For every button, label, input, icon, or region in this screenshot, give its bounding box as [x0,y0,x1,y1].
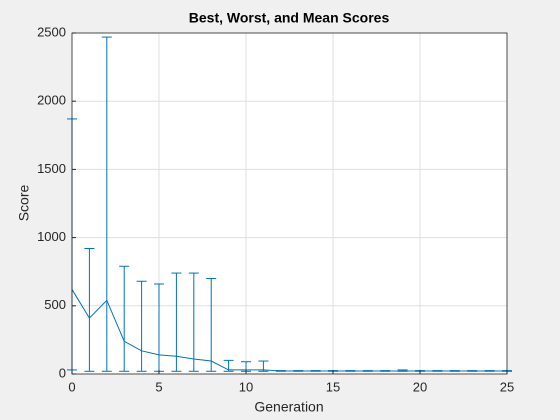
axes-box [71,32,508,375]
y-tick-label: 500 [44,297,66,312]
plot-area [72,33,507,374]
mean-line [71,289,507,372]
y-tick-label: 1500 [37,161,66,176]
y-tick-label: 1000 [37,229,66,244]
y-tick-label: 2000 [37,93,66,108]
y-tick-label: 0 [59,365,66,380]
x-tick-label: 0 [68,379,75,394]
y-axis-label: Score [16,185,32,222]
chart-title: Best, Worst, and Mean Scores [189,10,390,26]
x-tick-label: 25 [500,379,514,394]
x-tick-label: 10 [239,379,253,394]
x-axis-label: Generation [254,399,323,415]
x-tick-label: 5 [155,379,162,394]
y-tick-label: 2500 [37,24,66,39]
x-tick-label: 20 [413,379,427,394]
x-tick-label: 15 [326,379,340,394]
